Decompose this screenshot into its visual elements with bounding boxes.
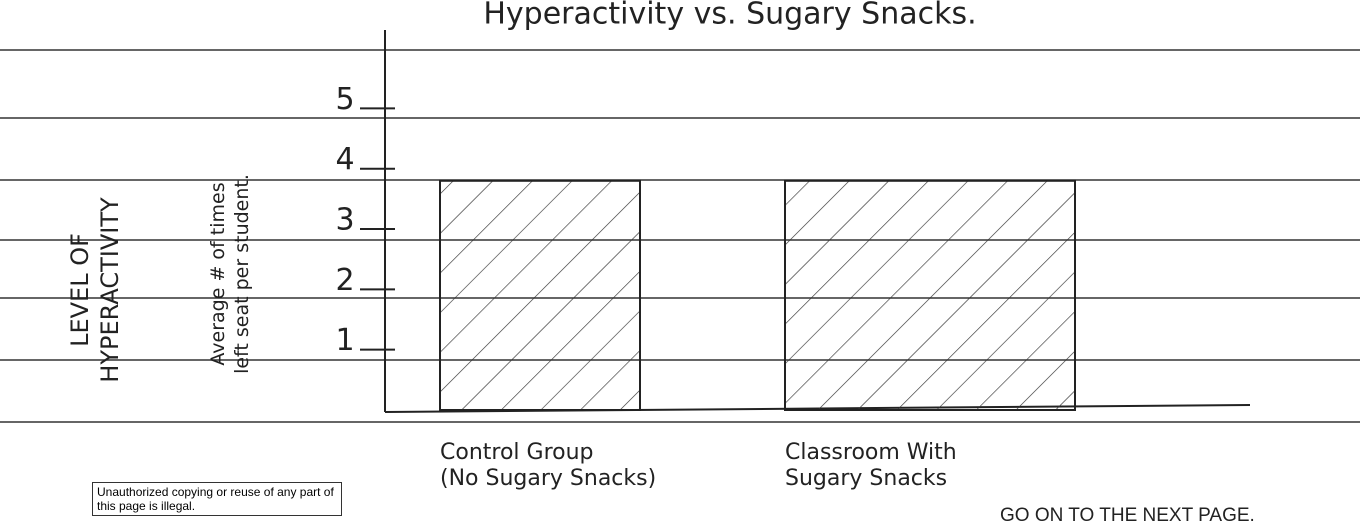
- y-tick-label: 5: [335, 82, 354, 117]
- y-axis-sublabel: Average # of times left seat per student…: [206, 154, 254, 394]
- notice: Unauthorized copying or reuse of any par…: [92, 482, 342, 516]
- x-tick-label: Classroom With Sugary Snacks: [785, 440, 957, 492]
- y-tick-label: 1: [335, 323, 354, 358]
- bar: [785, 181, 1075, 410]
- chart-title: Hyperactivity vs. Sugary Snacks.: [483, 0, 976, 32]
- x-tick-label: Control Group (No Sugary Snacks): [440, 440, 656, 492]
- y-tick-label: 4: [335, 142, 354, 177]
- y-axis-label: LEVEL OF HYPERACTIVITY: [65, 175, 125, 405]
- y-tick-label: 3: [335, 203, 354, 238]
- next-page: GO ON TO THE NEXT PAGE.: [1000, 505, 1255, 527]
- paper-lines: [0, 50, 1360, 422]
- chart: Hyperactivity vs. Sugary Snacks. 1 2 3 4 5: [0, 0, 1360, 527]
- y-tick-label: 2: [335, 263, 354, 298]
- page: {"chart_data": {"type": "bar", "title": …: [0, 0, 1360, 527]
- bar: [440, 181, 640, 410]
